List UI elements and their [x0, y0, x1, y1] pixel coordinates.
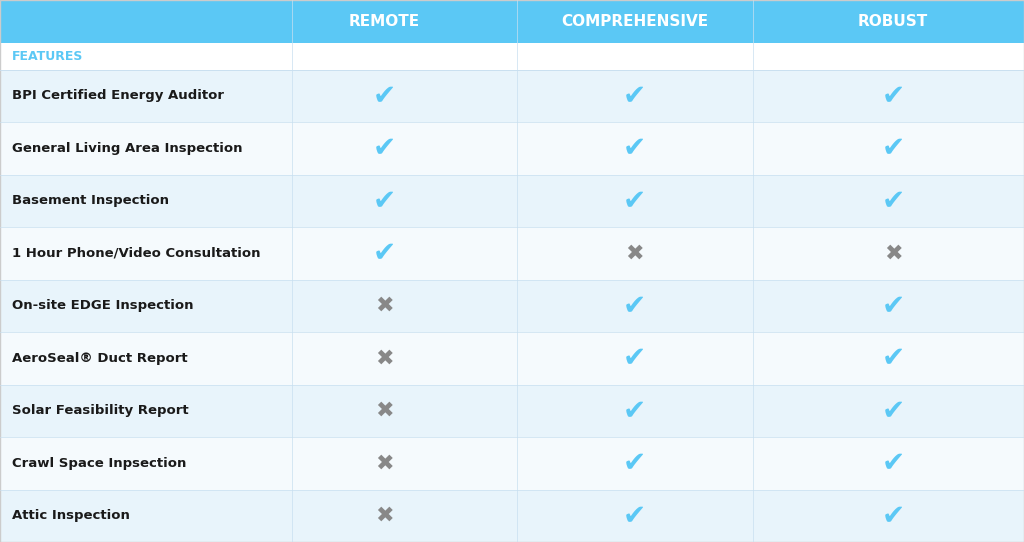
- FancyBboxPatch shape: [0, 489, 1024, 542]
- Text: ✖: ✖: [884, 243, 902, 263]
- Text: ✖: ✖: [375, 506, 393, 526]
- Text: ✖: ✖: [375, 296, 393, 316]
- Text: ✔: ✔: [882, 397, 904, 425]
- Text: Solar Feasibility Report: Solar Feasibility Report: [12, 404, 188, 417]
- Text: ✔: ✔: [373, 82, 395, 110]
- Text: AeroSeal® Duct Report: AeroSeal® Duct Report: [12, 352, 188, 365]
- FancyBboxPatch shape: [0, 437, 1024, 489]
- FancyBboxPatch shape: [0, 332, 1024, 385]
- Text: ✔: ✔: [882, 134, 904, 163]
- Text: Crawl Space Inpsection: Crawl Space Inpsection: [12, 457, 186, 470]
- Text: ✔: ✔: [373, 134, 395, 163]
- Text: General Living Area Inspection: General Living Area Inspection: [12, 142, 243, 155]
- Text: ✖: ✖: [375, 401, 393, 421]
- Text: ✔: ✔: [624, 187, 646, 215]
- FancyBboxPatch shape: [0, 227, 1024, 280]
- Text: ✔: ✔: [882, 344, 904, 372]
- Text: ✔: ✔: [882, 502, 904, 530]
- Text: ✖: ✖: [375, 349, 393, 369]
- FancyBboxPatch shape: [0, 70, 1024, 122]
- FancyBboxPatch shape: [0, 280, 1024, 332]
- Text: REMOTE: REMOTE: [348, 14, 420, 29]
- FancyBboxPatch shape: [0, 385, 1024, 437]
- FancyBboxPatch shape: [0, 43, 1024, 70]
- FancyBboxPatch shape: [0, 0, 1024, 43]
- Text: Attic Inspection: Attic Inspection: [12, 509, 130, 522]
- Text: COMPREHENSIVE: COMPREHENSIVE: [561, 14, 709, 29]
- Text: On-site EDGE Inspection: On-site EDGE Inspection: [12, 299, 194, 312]
- Text: ✔: ✔: [624, 292, 646, 320]
- Text: ✔: ✔: [624, 502, 646, 530]
- Text: ✔: ✔: [373, 240, 395, 267]
- Text: ✔: ✔: [624, 134, 646, 163]
- Text: FEATURES: FEATURES: [12, 50, 84, 63]
- Text: ✔: ✔: [882, 449, 904, 478]
- Text: ✖: ✖: [626, 243, 644, 263]
- FancyBboxPatch shape: [0, 122, 1024, 175]
- Text: ✔: ✔: [624, 449, 646, 478]
- Text: ✖: ✖: [375, 453, 393, 473]
- Text: Basement Inspection: Basement Inspection: [12, 195, 169, 208]
- Text: ✔: ✔: [624, 344, 646, 372]
- Text: ROBUST: ROBUST: [858, 14, 928, 29]
- Text: ✔: ✔: [882, 187, 904, 215]
- Text: 1 Hour Phone/Video Consultation: 1 Hour Phone/Video Consultation: [12, 247, 261, 260]
- Text: ✔: ✔: [624, 397, 646, 425]
- Text: ✔: ✔: [882, 82, 904, 110]
- Text: BPI Certified Energy Auditor: BPI Certified Energy Auditor: [12, 89, 224, 102]
- Text: ✔: ✔: [882, 292, 904, 320]
- FancyBboxPatch shape: [0, 175, 1024, 227]
- Text: ✔: ✔: [624, 82, 646, 110]
- Text: ✔: ✔: [373, 187, 395, 215]
